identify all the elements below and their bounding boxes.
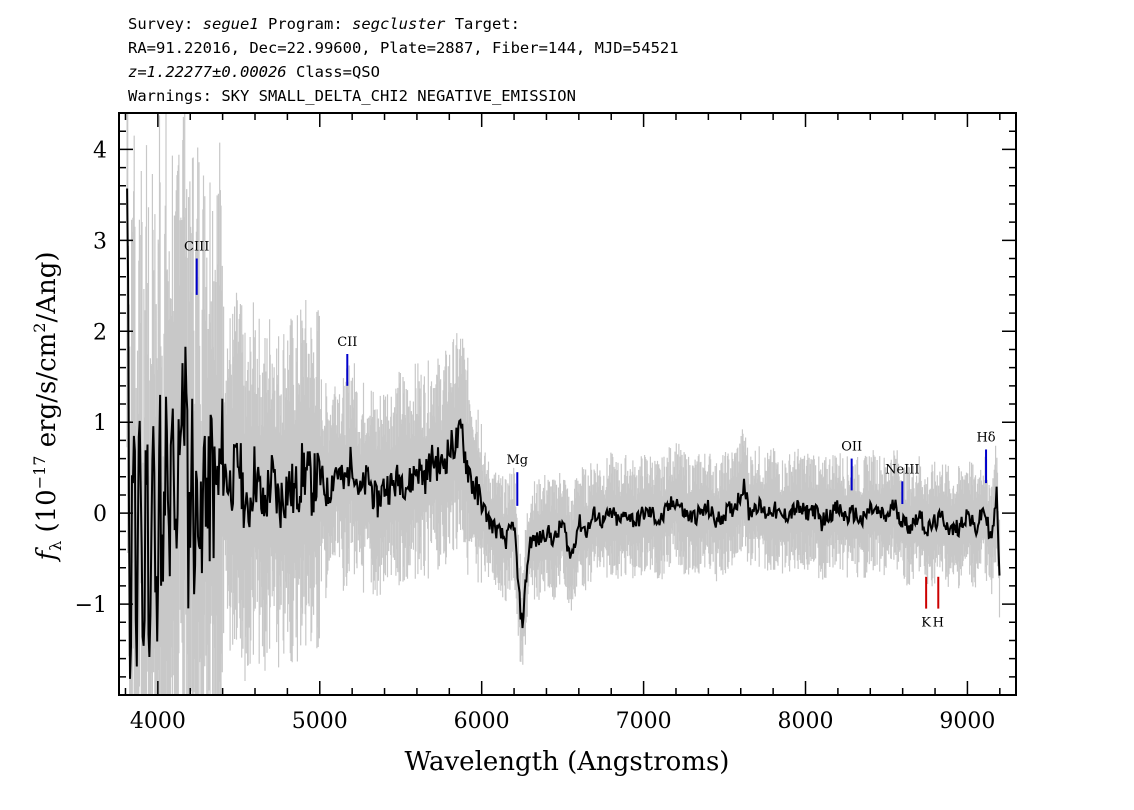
line-label-hδ: Hδ bbox=[976, 430, 995, 445]
error-band-strokes bbox=[126, 113, 1001, 695]
line-label-h: H bbox=[933, 616, 944, 631]
x-tick-label-8000: 8000 bbox=[778, 709, 834, 734]
tick-marks bbox=[119, 113, 1016, 695]
program-label: Program: bbox=[268, 15, 343, 33]
spectrum-line bbox=[126, 188, 1001, 679]
header-warnings: Warnings: SKY SMALL_DELTA_CHI2 NEGATIVE_… bbox=[128, 87, 576, 105]
x-tick-label-9000: 9000 bbox=[939, 709, 995, 734]
error-band bbox=[126, 113, 1001, 695]
line-label-ciii: CIII bbox=[184, 240, 209, 255]
line-label-mg: Mg bbox=[506, 453, 528, 468]
line-label-k: K bbox=[921, 616, 931, 631]
class-value: Class=QSO bbox=[295, 63, 380, 81]
x-axis-title: Wavelength (Angstroms) bbox=[405, 747, 730, 777]
program-value: segcluster bbox=[352, 15, 446, 33]
y-axis-title: fλ (10−17 erg/s/cm2/Ang) bbox=[30, 251, 65, 562]
line-markers: CIII CII Mg OII NeIII Hδ K H bbox=[184, 240, 996, 631]
x-tick-label-5000: 5000 bbox=[292, 709, 348, 734]
axis-ticks bbox=[119, 113, 1016, 695]
line-label-neiii: NeIII bbox=[885, 462, 919, 477]
y-tick-label-3: 3 bbox=[93, 229, 107, 254]
x-tick-label-4000: 4000 bbox=[130, 709, 186, 734]
x-tick-label-7000: 7000 bbox=[616, 709, 672, 734]
line-label-cii: CII bbox=[337, 335, 357, 350]
survey-value: segue1 bbox=[202, 15, 259, 33]
y-tick-label-2: 2 bbox=[93, 320, 107, 345]
y-tick-labels: −1 0 1 2 3 4 bbox=[75, 138, 107, 618]
header-line-1: Survey: segue1 Program: segcluster Targe… bbox=[128, 14, 520, 34]
redshift-value: z=1.22277±0.00026 bbox=[128, 63, 287, 81]
y-tick-label-1: 1 bbox=[93, 411, 107, 436]
target-label: Target: bbox=[454, 15, 521, 33]
survey-label: Survey: bbox=[128, 15, 194, 33]
y-tick-label--1: −1 bbox=[75, 593, 107, 618]
header-line-2: RA=91.22016, Dec=22.99600, Plate=2887, F… bbox=[128, 39, 679, 57]
x-tick-labels: 4000 5000 6000 7000 8000 9000 bbox=[130, 709, 996, 734]
y-tick-label-0: 0 bbox=[93, 502, 107, 527]
x-tick-label-6000: 6000 bbox=[454, 709, 510, 734]
spectrum-series bbox=[126, 188, 1001, 679]
y-tick-label-4: 4 bbox=[93, 138, 107, 163]
line-label-oii: OII bbox=[841, 440, 862, 455]
header-line-3: z=1.22277±0.00026 Class=QSO bbox=[128, 62, 380, 82]
